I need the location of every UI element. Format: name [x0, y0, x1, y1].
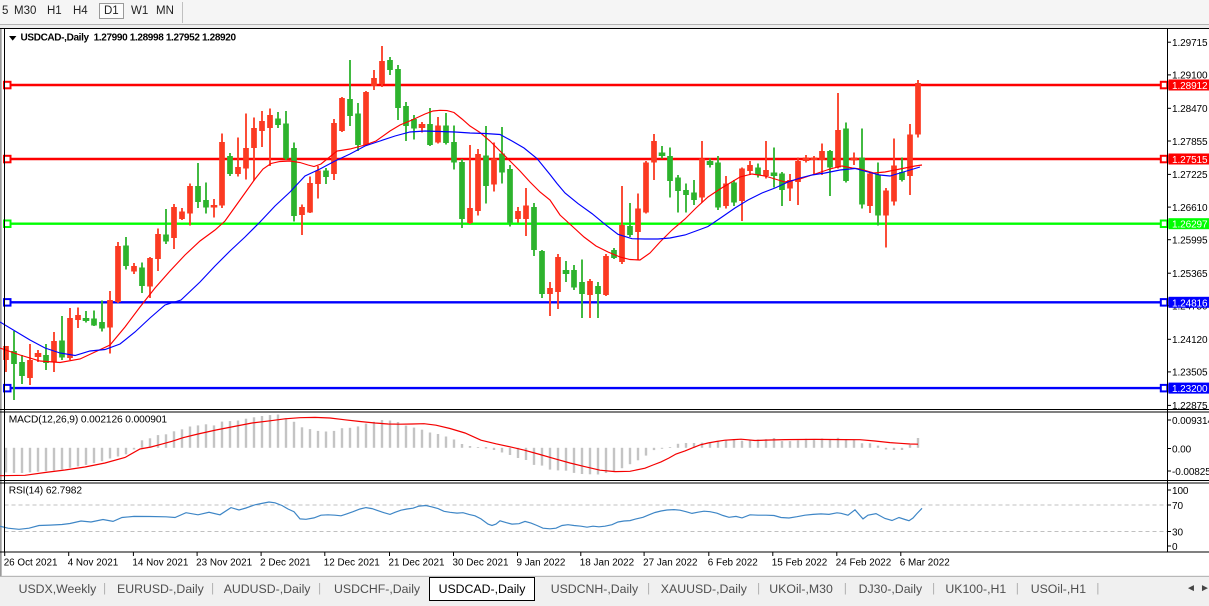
svg-text:1.26297: 1.26297 [1172, 220, 1208, 231]
svg-text:1.25995: 1.25995 [1172, 236, 1208, 247]
svg-text:0.009314: 0.009314 [1172, 416, 1209, 427]
svg-text:1.25365: 1.25365 [1172, 269, 1208, 280]
svg-text:4 Nov 2021: 4 Nov 2021 [68, 558, 119, 569]
svg-text:MACD(12,26,9) 0.002126 0.00090: MACD(12,26,9) 0.002126 0.000901 [9, 415, 168, 426]
svg-text:1.23505: 1.23505 [1172, 368, 1208, 379]
svg-text:1.23200: 1.23200 [1172, 384, 1208, 395]
svg-text:6 Mar 2022: 6 Mar 2022 [900, 558, 950, 569]
svg-text:24 Feb 2022: 24 Feb 2022 [836, 558, 891, 569]
svg-text:9 Jan 2022: 9 Jan 2022 [517, 558, 566, 569]
svg-text:15 Feb 2022: 15 Feb 2022 [772, 558, 827, 569]
svg-text:1.26610: 1.26610 [1172, 203, 1208, 214]
svg-text:1.24120: 1.24120 [1172, 335, 1208, 346]
svg-text:23 Nov 2021: 23 Nov 2021 [196, 558, 253, 569]
svg-text:12 Dec 2021: 12 Dec 2021 [324, 558, 381, 569]
svg-text:1.24816: 1.24816 [1172, 298, 1208, 309]
svg-text:1.27225: 1.27225 [1172, 170, 1208, 181]
svg-text:27 Jan 2022: 27 Jan 2022 [643, 558, 697, 569]
svg-text:USDCAD-,Daily 1.27990 1.28998: USDCAD-,Daily 1.27990 1.28998 1.27952 1.… [21, 33, 237, 44]
svg-text:1.27515: 1.27515 [1172, 155, 1208, 166]
svg-text:-0.008256: -0.008256 [1172, 467, 1209, 478]
svg-text:1.29715: 1.29715 [1172, 38, 1208, 49]
svg-text:RSI(14) 62.7982: RSI(14) 62.7982 [9, 486, 83, 497]
svg-text:1.28912: 1.28912 [1172, 81, 1208, 92]
svg-text:70: 70 [1172, 501, 1183, 512]
svg-text:0.00: 0.00 [1172, 444, 1192, 455]
svg-text:2 Dec 2021: 2 Dec 2021 [260, 558, 311, 569]
svg-text:0: 0 [1172, 542, 1178, 553]
svg-text:1.27855: 1.27855 [1172, 137, 1208, 148]
svg-text:18 Jan 2022: 18 Jan 2022 [580, 558, 634, 569]
svg-text:1.22875: 1.22875 [1172, 401, 1208, 412]
svg-text:21 Dec 2021: 21 Dec 2021 [389, 558, 446, 569]
svg-text:6 Feb 2022: 6 Feb 2022 [708, 558, 758, 569]
svg-text:30 Dec 2021: 30 Dec 2021 [453, 558, 510, 569]
svg-text:14 Nov 2021: 14 Nov 2021 [132, 558, 189, 569]
svg-text:30: 30 [1172, 527, 1183, 538]
svg-text:1.28470: 1.28470 [1172, 104, 1208, 115]
svg-text:26 Oct 2021: 26 Oct 2021 [4, 558, 58, 569]
svg-text:100: 100 [1172, 486, 1189, 497]
